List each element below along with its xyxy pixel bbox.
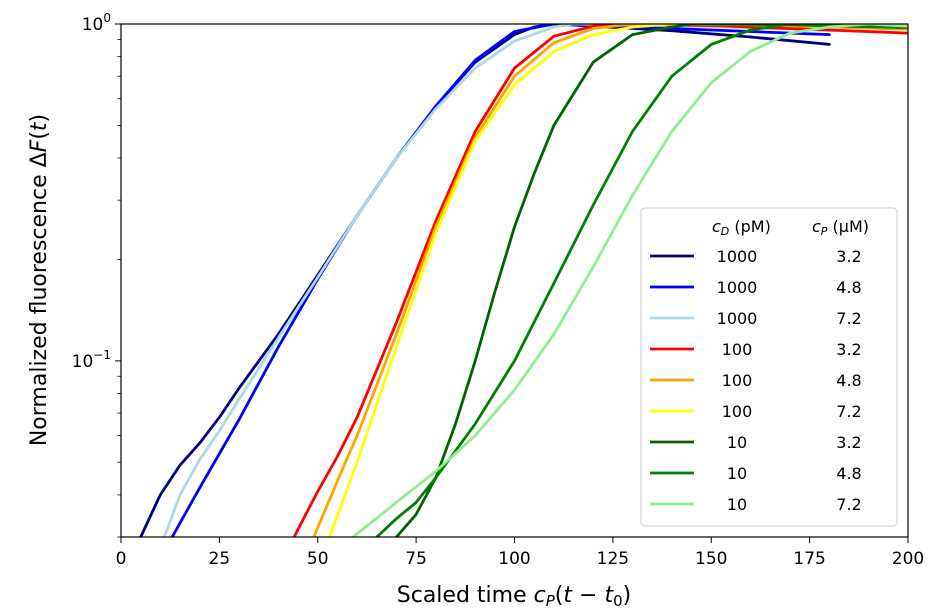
legend-cp-value: 7.2	[836, 402, 861, 421]
x-tick-label: 25	[209, 549, 231, 569]
legend-cd-value: 100	[722, 402, 753, 421]
x-tick-label: 200	[892, 549, 924, 569]
y-tick-label: 100	[82, 11, 111, 35]
legend-header-cd: cD (pM)	[712, 217, 771, 238]
legend-cd-value: 10	[727, 495, 747, 514]
x-tick-label: 125	[597, 549, 629, 569]
x-axis-label: Scaled time cP(t − t0)	[397, 583, 631, 609]
legend-cd-value: 1000	[717, 247, 758, 266]
legend-rows: 1000 3.2 1000 4.8 1000 7.2 100 3.2 100 4.8 100 7.2 1…	[650, 247, 862, 514]
series-line-cd10-cp4.8	[375, 24, 908, 537]
legend-cd-value: 100	[722, 371, 753, 390]
legend-cd-value: 10	[727, 464, 747, 483]
x-tick-label: 50	[307, 549, 329, 569]
legend-cd-value: 1000	[717, 309, 758, 328]
legend-cp-value: 7.2	[836, 309, 861, 328]
legend-cp-value: 4.8	[836, 278, 861, 297]
y-axis: 100 10−1	[72, 11, 121, 538]
legend-cp-value: 4.8	[836, 464, 861, 483]
x-tick-label: 75	[405, 549, 427, 569]
legend-cp-value: 4.8	[836, 371, 861, 390]
x-axis: 0 25 50 75 100 125 150 175 200	[116, 537, 924, 569]
legend-cp-value: 3.2	[836, 433, 861, 452]
y-tick-label: 10−1	[72, 348, 111, 372]
legend-cp-value: 7.2	[836, 495, 861, 514]
legend-cd-value: 1000	[717, 278, 758, 297]
legend-header-cp: cP (μM)	[812, 217, 869, 238]
legend-cd-value: 100	[722, 340, 753, 359]
x-tick-label: 150	[695, 549, 727, 569]
legend-cd-value: 10	[727, 433, 747, 452]
series-line-cd10-cp3.2	[395, 24, 908, 537]
x-tick-label: 175	[793, 549, 825, 569]
series-line-cd10-cp7.2	[351, 24, 908, 537]
y-axis-label: Normalized fluorescence ΔF(t)	[27, 114, 52, 446]
x-tick-label: 0	[116, 549, 127, 569]
series-layer	[139, 24, 908, 537]
legend-box	[640, 207, 898, 527]
x-tick-label: 100	[498, 549, 530, 569]
legend-cp-value: 3.2	[836, 247, 861, 266]
legend-cp-value: 3.2	[836, 340, 861, 359]
